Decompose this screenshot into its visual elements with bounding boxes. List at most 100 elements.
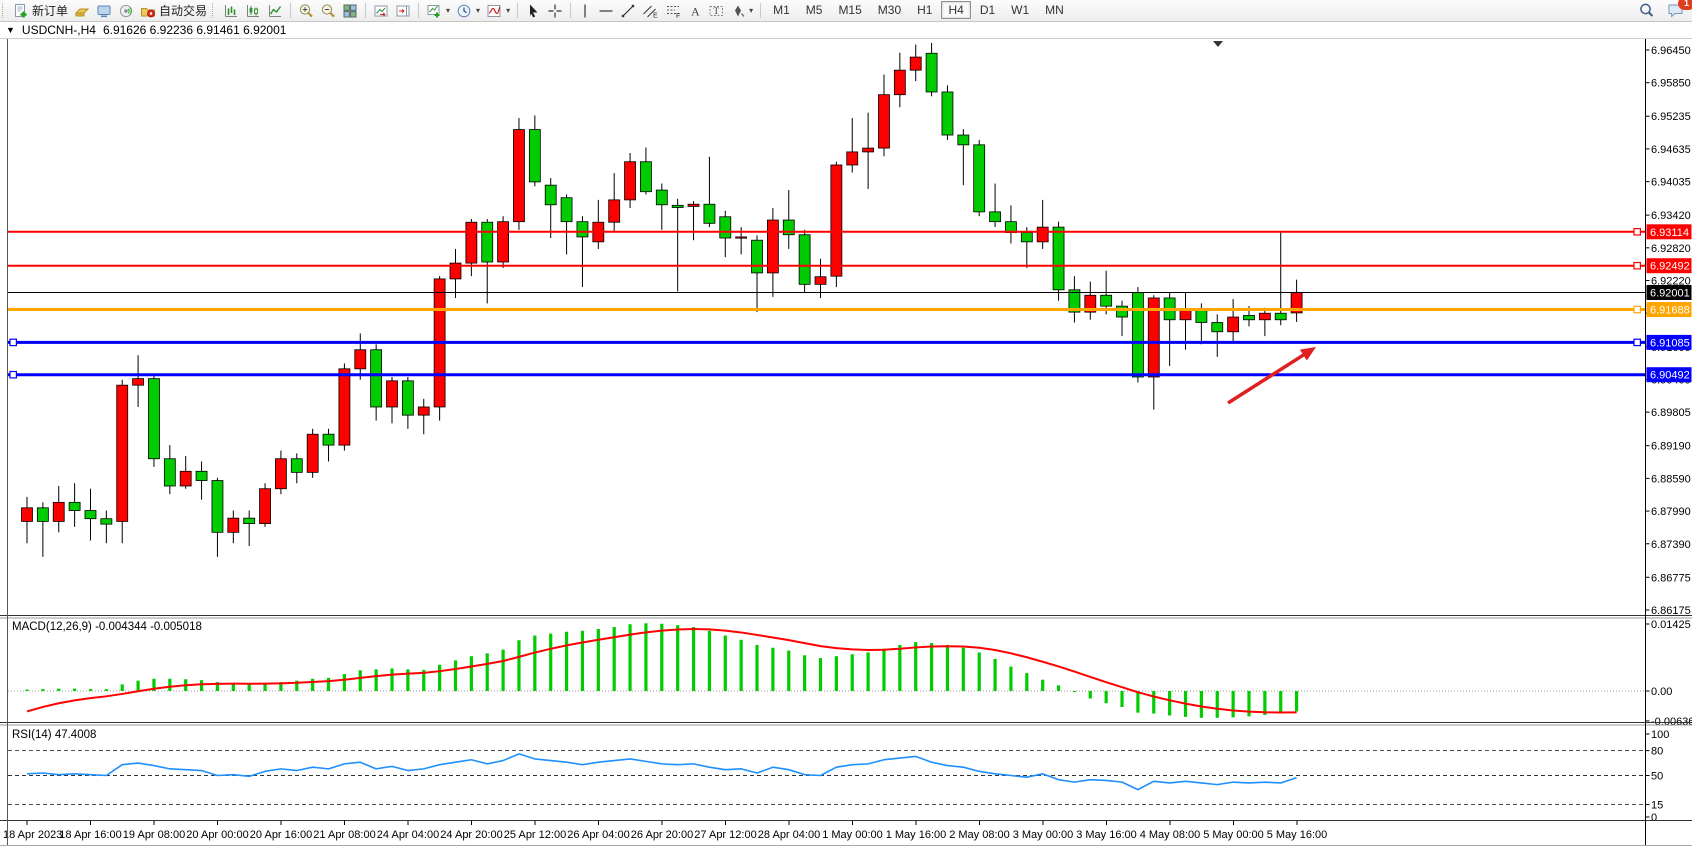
price-axis[interactable]: 6.96450 6.95850 6.95235 6.94635 6.94035 6.934… <box>1645 45 1691 617</box>
svg-text:1 May 00:00: 1 May 00:00 <box>822 829 883 841</box>
text-icon: A <box>691 4 700 18</box>
timeframe-button-MN[interactable]: MN <box>1045 3 1064 17</box>
indicators-button[interactable]: ▾ <box>483 1 513 20</box>
toolbar: 新订单 自动交易 <box>0 0 1692 22</box>
symbol-dropdown-icon[interactable]: ▼ <box>6 25 15 35</box>
svg-text:6.93114: 6.93114 <box>1650 227 1689 239</box>
arrows-button[interactable]: ▾ <box>728 1 756 20</box>
svg-text:50: 50 <box>1651 771 1663 783</box>
text-button[interactable]: A <box>685 1 705 20</box>
signal-button[interactable] <box>115 1 137 20</box>
svg-text:19 Apr 08:00: 19 Apr 08:00 <box>123 829 185 841</box>
svg-text:4 May 08:00: 4 May 08:00 <box>1140 829 1201 841</box>
vertical-line-button[interactable] <box>575 1 595 20</box>
toolbar-separator <box>365 3 367 18</box>
timeframe-group: M1 M5 M15 M30 H1 H4 D1 W1 MN <box>765 1 1072 19</box>
toolbar-separator <box>517 3 519 18</box>
svg-text:80: 80 <box>1651 746 1663 758</box>
line-chart-icon <box>269 4 282 17</box>
search-button[interactable] <box>1635 1 1658 20</box>
svg-text:100: 100 <box>1651 729 1669 741</box>
svg-text:6.90492: 6.90492 <box>1650 370 1690 382</box>
terminal-button[interactable] <box>93 1 115 20</box>
timeframe-button-M5[interactable]: M5 <box>805 3 823 17</box>
chevron-down-icon: ▾ <box>506 6 511 15</box>
svg-text:0.00: 0.00 <box>1651 686 1672 698</box>
timeframe-button-M15[interactable]: M15 <box>838 3 862 17</box>
svg-text:2 May 08:00: 2 May 08:00 <box>949 829 1010 841</box>
terminal-icon <box>97 5 111 17</box>
svg-text:27 Apr 12:00: 27 Apr 12:00 <box>694 829 756 841</box>
horizontal-line-button[interactable] <box>595 1 617 20</box>
cursor-button[interactable] <box>522 1 544 20</box>
svg-text:6.93420: 6.93420 <box>1651 210 1691 222</box>
svg-text:6.89190: 6.89190 <box>1651 441 1691 453</box>
svg-text:6.92492: 6.92492 <box>1650 261 1690 273</box>
rsi-panel: 100 80 50 150 RSI(14) 47.4008 <box>8 729 1669 824</box>
svg-text:28 Apr 04:00: 28 Apr 04:00 <box>758 829 820 841</box>
autotrading-button[interactable]: 自动交易 <box>137 1 210 20</box>
chat-button[interactable]: 1 <box>1664 0 1692 20</box>
svg-text:0.01425: 0.01425 <box>1651 619 1691 631</box>
svg-text:F: F <box>676 13 680 19</box>
toolbar-right-icons: 1 <box>1635 0 1692 21</box>
gold-ingot-button[interactable] <box>71 1 93 20</box>
toolbar-separator <box>570 3 572 18</box>
chart-shift-icon <box>396 5 410 16</box>
new-order-icon <box>15 3 27 17</box>
new-order-button[interactable]: 新订单 <box>10 1 71 20</box>
notification-badge: 1 <box>1678 0 1692 10</box>
timeframe-button-H4[interactable]: H4 <box>941 1 971 19</box>
label-button[interactable]: T <box>705 1 728 20</box>
svg-text:21 Apr 08:00: 21 Apr 08:00 <box>313 829 375 841</box>
timeframe-button-M1[interactable]: M1 <box>773 3 790 17</box>
timeframe-button-M30[interactable]: M30 <box>877 3 902 17</box>
svg-text:5 May 00:00: 5 May 00:00 <box>1203 829 1264 841</box>
new-order-label: 新订单 <box>32 4 69 18</box>
horizontal-line-icon <box>599 9 613 12</box>
toolbar-separator <box>760 3 762 18</box>
new-chart-button[interactable]: ▾ <box>423 1 453 20</box>
svg-text:15: 15 <box>1651 800 1663 812</box>
channel-button[interactable]: E <box>639 1 662 20</box>
svg-text:0: 0 <box>1651 812 1657 824</box>
zoom-in-button[interactable] <box>295 1 317 20</box>
zoom-in-icon <box>299 3 313 17</box>
svg-text:3 May 00:00: 3 May 00:00 <box>1013 829 1074 841</box>
period-button[interactable]: ▾ <box>453 1 483 20</box>
svg-text:T: T <box>714 6 720 16</box>
toolbar-separator <box>290 3 292 18</box>
fibonacci-icon: F <box>667 5 680 19</box>
tile-windows-button[interactable] <box>339 1 361 20</box>
svg-text:E: E <box>653 12 658 19</box>
cursor-icon <box>530 4 538 17</box>
chart-window: ▼ USDCNH-,H4 6.91626 6.92236 6.91461 6.9… <box>0 22 1692 851</box>
chart-symbol-title: USDCNH-,H4 <box>21 23 96 37</box>
zoom-out-button[interactable] <box>317 1 339 20</box>
toolbar-grip <box>212 3 216 18</box>
svg-text:6.92220: 6.92220 <box>1651 276 1691 288</box>
gold-ingot-icon <box>74 8 90 16</box>
chart-shift-button[interactable] <box>392 1 414 20</box>
svg-text:20 Apr 00:00: 20 Apr 00:00 <box>186 829 248 841</box>
auto-scroll-button[interactable] <box>370 1 392 20</box>
trendline-button[interactable] <box>617 1 639 20</box>
line-chart-button[interactable] <box>264 1 286 20</box>
bar-chart-button[interactable] <box>220 1 242 20</box>
chart-canvas[interactable]: 6.96450 6.95850 6.95235 6.94635 6.94035 6.934… <box>0 39 1692 851</box>
svg-text:6.94635: 6.94635 <box>1651 144 1691 156</box>
horizontal-lines: 6.93114 6.92492 6.91688 6.91085 6.90492 6.920… <box>8 224 1692 383</box>
svg-text:-0.006367: -0.006367 <box>1651 716 1692 728</box>
fibonacci-button[interactable]: F <box>662 1 685 20</box>
toolbar-grip <box>2 3 6 18</box>
timeframe-button-H1[interactable]: H1 <box>917 3 933 17</box>
svg-text:24 Apr 20:00: 24 Apr 20:00 <box>440 829 502 841</box>
chart-title-bar: ▼ USDCNH-,H4 6.91626 6.92236 6.91461 6.9… <box>0 22 1692 39</box>
svg-text:6.91085: 6.91085 <box>1650 337 1690 349</box>
timeframe-button-D1[interactable]: D1 <box>979 3 996 17</box>
timeframe-button-W1[interactable]: W1 <box>1011 3 1030 17</box>
trend-arrow-annotation <box>1227 347 1316 405</box>
crosshair-button[interactable] <box>544 1 566 20</box>
candlestick-chart-button[interactable] <box>242 1 264 20</box>
